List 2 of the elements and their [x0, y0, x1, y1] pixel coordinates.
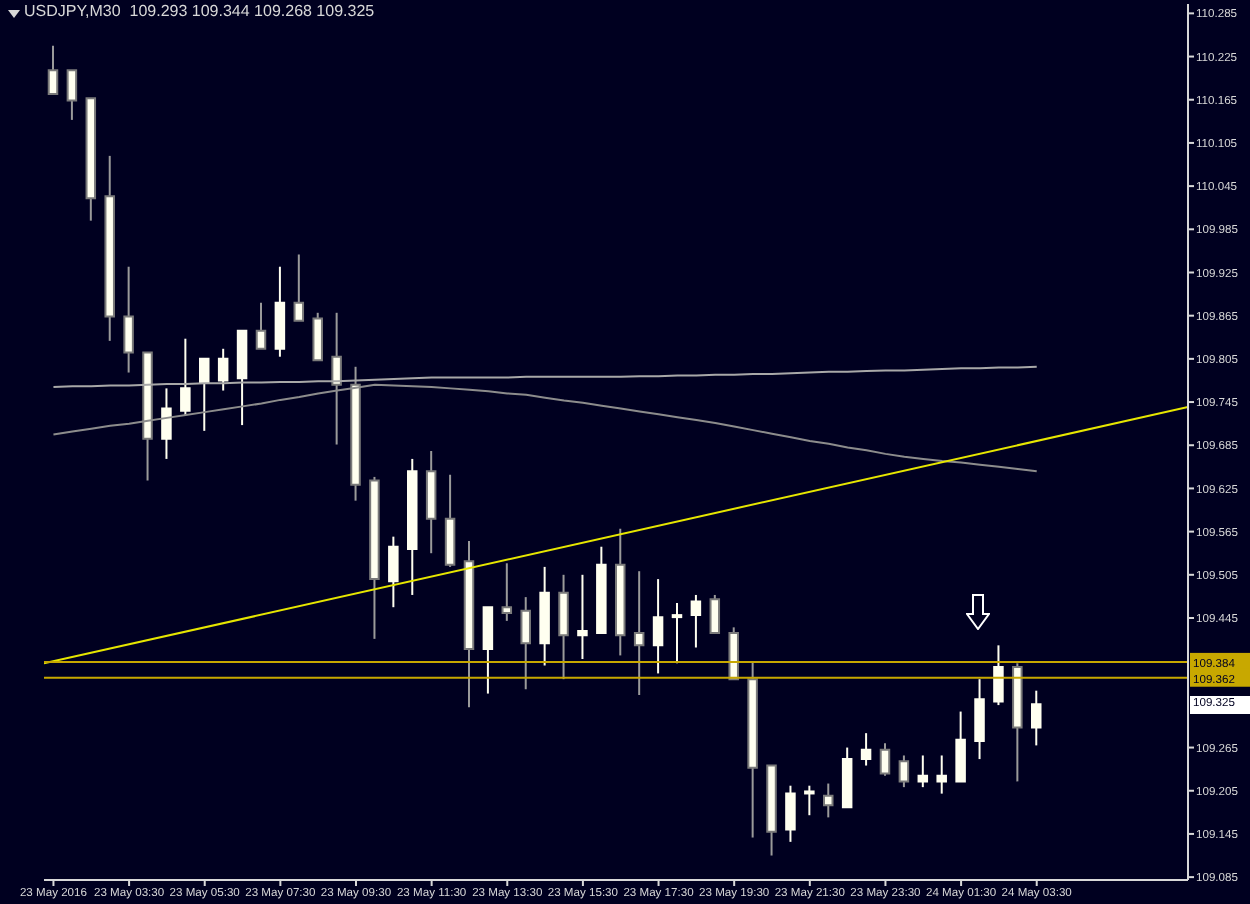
candlestick — [577, 574, 588, 660]
chart-title: USDJPY,M30 109.293 109.344 109.268 109.325 — [24, 2, 375, 20]
